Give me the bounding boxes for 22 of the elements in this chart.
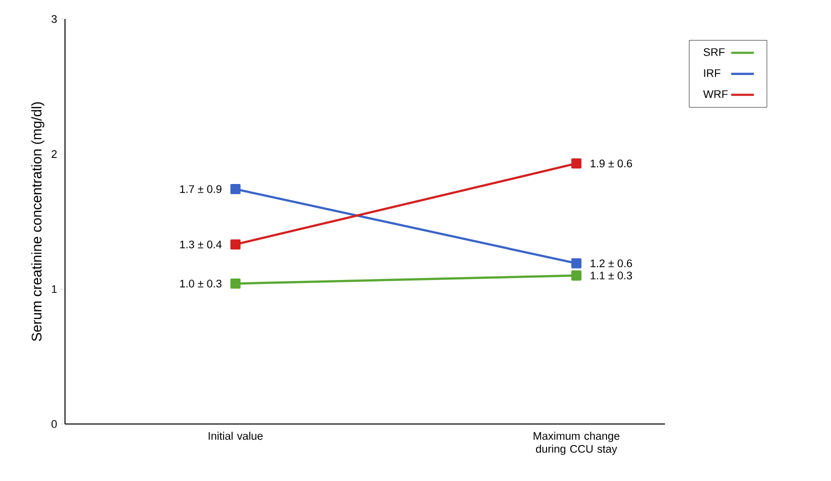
point	[230, 278, 241, 289]
x-tick-label: Initial value	[208, 432, 263, 440]
y-tick-label: 0	[52, 420, 57, 428]
legend-label: IRF	[704, 69, 720, 77]
data-label: 1.3 ± 0.4	[180, 240, 222, 248]
y-axis-title: Serum creatinine concentration (mg/dl)	[31, 102, 44, 342]
y-tick-label: 3	[52, 15, 57, 23]
data-label: 1.2 ± 0.6	[590, 259, 632, 268]
y-tick-label: 1	[52, 285, 57, 293]
legend-label: SRF	[704, 48, 725, 56]
point	[571, 270, 582, 281]
point	[230, 239, 241, 250]
point	[230, 184, 241, 194]
point	[571, 258, 582, 268]
data-label: 1.9 ± 0.6	[590, 160, 632, 168]
point	[571, 158, 582, 169]
data-label: 1.1 ± 0.3	[590, 272, 632, 280]
legend-label: WRF	[703, 90, 728, 98]
y-tick-label: 2	[52, 150, 57, 158]
x-tick-label: Maximum change during CCU stay	[534, 432, 620, 455]
data-label: 1.0 ± 0.3	[180, 280, 222, 288]
data-label: 1.7 ± 0.9	[180, 185, 222, 193]
